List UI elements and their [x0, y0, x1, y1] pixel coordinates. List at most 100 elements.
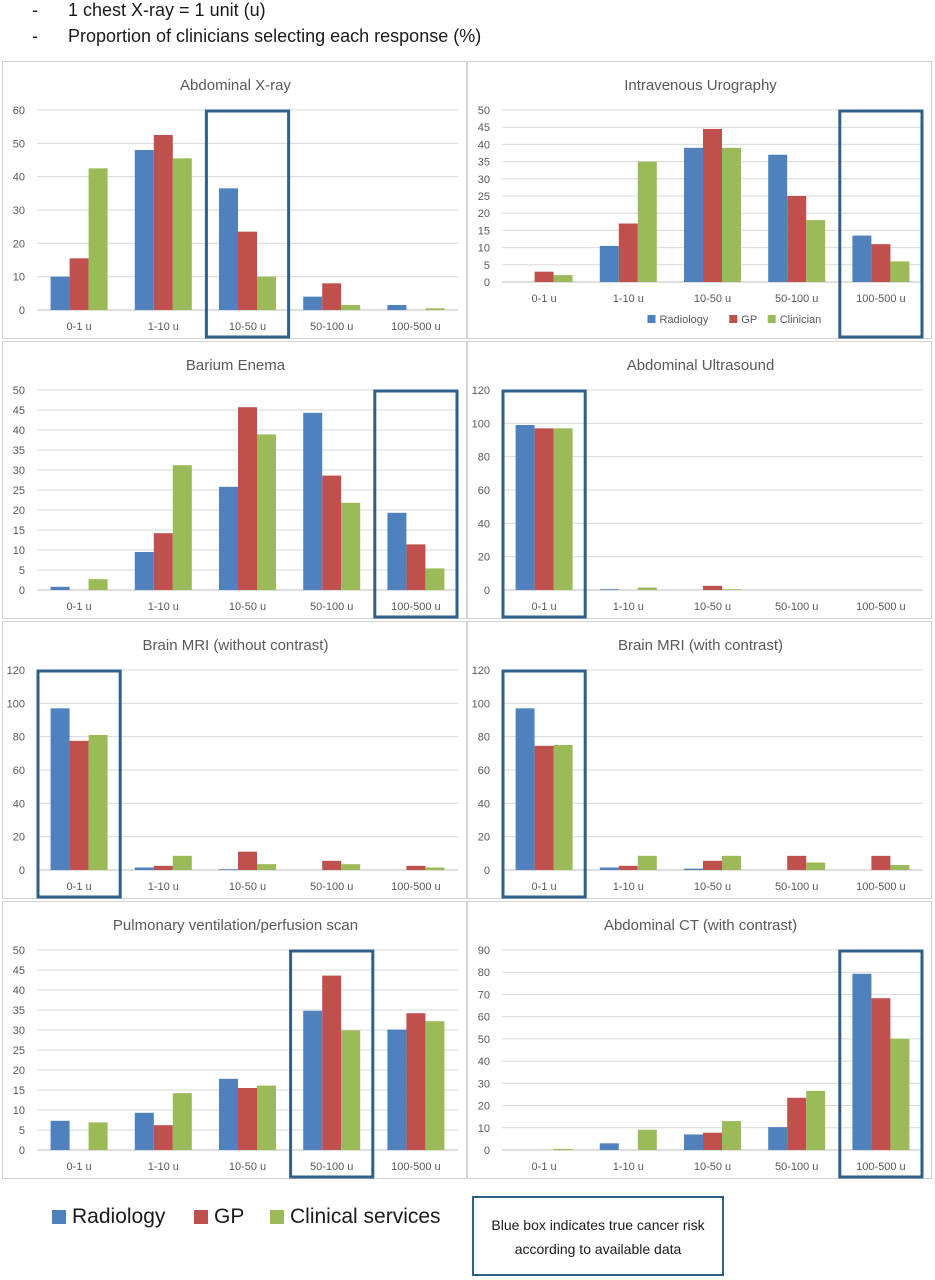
x-tick-label: 1-10 u [148, 321, 179, 333]
y-tick-label: 100 [7, 698, 25, 710]
bar-radiology-1-10-u [599, 867, 619, 870]
y-tick-label: 60 [13, 765, 25, 777]
chart-svg: Abdominal X-ray 0 10 20 30 40 50 60 0-1 u 1-10 u 1… [13, 77, 458, 339]
bar-radiology-10-50-u [219, 1078, 238, 1150]
y-tick-label: 50 [13, 385, 25, 397]
legend-label-radiology: Radiology [72, 1205, 166, 1228]
bar-radiology-100-500-u [387, 305, 407, 310]
y-tick-label: 40 [478, 518, 490, 530]
bar-radiology-50-100-u [303, 1010, 323, 1150]
x-tick-label: 0-1 u [532, 601, 557, 613]
bar-gp-10-50-u [238, 851, 257, 870]
chart-intravenous-urography: Intravenous Urography 0 5 10 15 20 25 30 35 40 45 5… [467, 61, 932, 339]
note-text-2: Proportion of clinicians selecting each … [68, 26, 482, 46]
y-tick-label: 25 [13, 485, 25, 497]
chart-svg: Abdominal Ultrasound 0 20 40 60 80 100 120 0-1 u… [472, 357, 923, 619]
chart-svg: Barium Enema 0 5 10 15 20 25 30 35 40 45 50 0-1 u 1-1… [13, 357, 459, 619]
x-tick-label: 0-1 u [532, 881, 557, 893]
y-tick-label: 0 [19, 865, 25, 877]
chart-svg: Brain MRI (without contrast) 0 20 40 60 80 100… [7, 637, 458, 899]
true-risk-box [36, 669, 122, 899]
bar-radiology-10-50-u [684, 147, 703, 282]
bar-clinician-0-1-u [553, 428, 573, 590]
bar-clinician-10-50-u [257, 276, 276, 310]
bar-radiology-1-10-u [134, 150, 154, 310]
y-tick-label: 35 [13, 1005, 25, 1017]
y-tick-label: 40 [13, 172, 25, 184]
bar-clinician-0-1-u [88, 168, 108, 310]
x-tick-label: 0-1 u [67, 1161, 92, 1173]
bar-gp-0-1-u [69, 258, 89, 310]
y-tick-label: 40 [478, 139, 490, 151]
x-tick-label: 10-50 u [694, 293, 731, 305]
legend-swatch [767, 315, 776, 323]
y-tick-label: 40 [478, 1056, 490, 1068]
bar-clinician-50-100-u [341, 864, 361, 870]
bar-clinician-0-1-u [553, 745, 573, 870]
y-tick-label: 50 [13, 138, 25, 150]
y-tick-label: 20 [478, 208, 490, 220]
bar-radiology-100-500-u [852, 973, 872, 1150]
y-tick-label: 0 [484, 585, 490, 597]
y-tick-label: 20 [13, 238, 25, 250]
y-tick-label: 120 [472, 665, 490, 677]
y-tick-label: 35 [478, 157, 490, 169]
bar-radiology-100-500-u [852, 235, 872, 282]
x-tick-label: 1-10 u [613, 601, 644, 613]
bar-radiology-1-10-u [599, 245, 619, 282]
legend-label: GP [741, 314, 757, 326]
y-tick-label: 70 [478, 989, 490, 1001]
bar-radiology-1-10-u [599, 589, 619, 590]
bar-clinician-1-10-u [637, 587, 657, 590]
x-tick-label: 0-1 u [532, 293, 557, 305]
chart-title: Brain MRI (without contrast) [143, 637, 329, 654]
bar-clinician-0-1-u [88, 1122, 108, 1150]
bar-radiology-50-100-u [303, 296, 323, 310]
bar-gp-1-10-u [618, 223, 638, 282]
bar-radiology-1-10-u [134, 1112, 154, 1150]
bar-clinician-100-500-u [425, 568, 445, 590]
y-tick-label: 35 [13, 445, 25, 457]
bar-clinician-0-1-u [553, 275, 573, 282]
bar-clinician-0-1-u [553, 1148, 573, 1150]
bar-clinician-10-50-u [722, 589, 741, 590]
chart-title: Abdominal Ultrasound [627, 357, 775, 374]
x-tick-label: 100-500 u [391, 321, 441, 333]
y-tick-label: 120 [472, 385, 490, 397]
true-risk-box [838, 949, 924, 1179]
bar-radiology-10-50-u [219, 869, 238, 870]
chart-svg: Intravenous Urography 0 5 10 15 20 25 30 35 40 45 5… [478, 77, 924, 339]
bar-clinician-100-500-u [425, 867, 445, 870]
bar-radiology-10-50-u [219, 188, 238, 310]
x-tick-label: 0-1 u [532, 1161, 557, 1173]
y-tick-label: 40 [13, 985, 25, 997]
y-tick-label: 50 [478, 1034, 490, 1046]
y-tick-label: 5 [19, 565, 25, 577]
y-tick-label: 100 [472, 418, 490, 430]
bar-radiology-0-1-u [515, 425, 535, 590]
y-tick-label: 20 [478, 832, 490, 844]
x-tick-label: 10-50 u [694, 1161, 731, 1173]
bar-clinician-50-100-u [806, 1090, 826, 1150]
bar-clinician-1-10-u [637, 161, 657, 282]
bar-gp-1-10-u [153, 135, 173, 310]
x-tick-label: 100-500 u [856, 1161, 906, 1173]
x-tick-label: 1-10 u [613, 293, 644, 305]
y-tick-label: 20 [478, 552, 490, 564]
blue-box-note-line-2: according to available data [514, 1241, 682, 1257]
x-tick-label: 50-100 u [310, 881, 353, 893]
bar-clinician-1-10-u [637, 1129, 657, 1150]
x-tick-label: 0-1 u [67, 881, 92, 893]
bar-gp-1-10-u [153, 865, 173, 870]
bar-radiology-0-1-u [50, 276, 70, 310]
true-risk-box [501, 389, 587, 619]
x-tick-label: 50-100 u [310, 321, 353, 333]
bar-radiology-1-10-u [599, 1143, 619, 1150]
x-tick-label: 0-1 u [67, 321, 92, 333]
true-risk-box [838, 109, 924, 339]
y-tick-label: 10 [13, 545, 25, 557]
bar-radiology-0-1-u [50, 586, 70, 590]
y-tick-label: 80 [478, 452, 490, 464]
y-tick-label: 5 [484, 260, 490, 272]
bar-radiology-1-10-u [134, 867, 154, 870]
